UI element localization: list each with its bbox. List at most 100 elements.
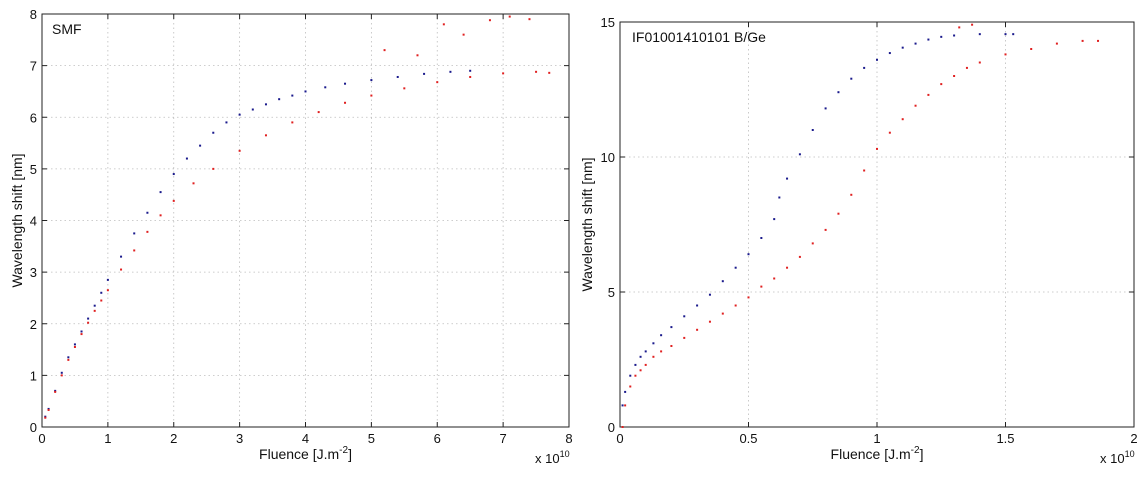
data-point xyxy=(304,90,307,93)
data-point xyxy=(291,121,294,124)
data-point xyxy=(629,385,632,388)
x-tick-label: 6 xyxy=(434,431,441,446)
x-tick-label: 0 xyxy=(38,431,45,446)
data-point xyxy=(978,33,981,36)
data-point xyxy=(436,81,439,84)
data-point xyxy=(621,404,624,407)
data-point xyxy=(370,94,373,97)
data-point xyxy=(863,66,866,69)
y-tick-label: 5 xyxy=(30,162,37,177)
data-point xyxy=(824,107,827,110)
data-point xyxy=(927,38,930,41)
data-point xyxy=(212,131,215,134)
data-point xyxy=(624,390,627,393)
x-tick-label: 2 xyxy=(170,431,177,446)
data-point xyxy=(212,167,215,170)
data-point xyxy=(1030,48,1033,50)
data-point xyxy=(811,129,814,131)
data-point xyxy=(940,35,943,38)
data-point xyxy=(423,72,426,75)
data-point xyxy=(159,191,162,194)
data-point xyxy=(901,46,904,49)
data-point xyxy=(469,69,472,72)
data-point xyxy=(624,404,627,407)
data-point xyxy=(760,285,763,288)
series-red xyxy=(621,23,1100,428)
data-point xyxy=(786,266,789,269)
data-point xyxy=(396,75,399,78)
data-point xyxy=(734,266,737,269)
y-axis-label: Wavelength shift [nm] xyxy=(579,157,595,291)
data-point xyxy=(850,193,853,196)
data-point xyxy=(80,333,83,336)
data-point xyxy=(953,75,956,77)
y-tick-label: 3 xyxy=(30,265,37,280)
data-point xyxy=(106,278,109,281)
data-point xyxy=(901,118,904,121)
data-point xyxy=(747,253,750,256)
y-tick-label: 1 xyxy=(30,368,37,383)
x-tick-label: 0.5 xyxy=(739,431,757,446)
data-point xyxy=(850,77,853,80)
data-point xyxy=(927,93,930,96)
data-point xyxy=(778,196,781,199)
x-tick-label: 1 xyxy=(104,431,111,446)
x-tick-label: 2 xyxy=(1130,431,1137,446)
data-point xyxy=(278,98,281,101)
data-point xyxy=(291,94,294,97)
data-point xyxy=(67,356,70,359)
data-point xyxy=(80,330,83,333)
data-point xyxy=(639,369,642,372)
data-point xyxy=(786,177,789,180)
data-point xyxy=(47,408,50,411)
x-tick-label: 0 xyxy=(616,431,623,446)
data-point xyxy=(734,304,737,307)
x-tick-label: 5 xyxy=(368,431,375,446)
data-point xyxy=(958,26,961,29)
data-point xyxy=(462,33,465,36)
y-tick-label: 15 xyxy=(601,15,615,30)
y-tick-label: 6 xyxy=(30,110,37,125)
data-point xyxy=(683,336,686,339)
data-point xyxy=(940,83,943,86)
series-red xyxy=(44,15,551,419)
data-point xyxy=(971,23,974,26)
data-point xyxy=(696,328,699,331)
data-point xyxy=(67,358,70,361)
data-point xyxy=(442,23,445,26)
data-point xyxy=(798,153,801,156)
panel-annotation: IF01001410101 B/Ge xyxy=(632,29,766,45)
data-point xyxy=(416,54,419,57)
data-point xyxy=(488,19,491,22)
data-point xyxy=(60,374,63,377)
data-point xyxy=(44,415,47,418)
data-point xyxy=(798,255,801,258)
y-tick-label: 4 xyxy=(30,214,37,229)
data-point xyxy=(238,113,241,116)
data-point xyxy=(120,255,123,258)
data-point xyxy=(1081,39,1084,42)
data-point xyxy=(644,363,647,366)
data-point xyxy=(324,86,327,89)
data-point xyxy=(120,268,123,271)
y-axis-label: Wavelength shift [nm] xyxy=(9,153,25,287)
data-point xyxy=(708,293,711,296)
data-point xyxy=(172,199,175,202)
data-point xyxy=(449,70,452,73)
data-point xyxy=(721,280,724,283)
data-point xyxy=(914,104,917,107)
data-point xyxy=(93,309,96,312)
smf-chart-panel: 0 1 2 3 4 5 6 7 8 0 1 2 3 4 5 6 7 8 SMF Fluence [J.m-2] x 10… xyxy=(9,7,573,466)
x-tick-label: 8 xyxy=(565,431,572,446)
data-point xyxy=(670,345,673,347)
data-point xyxy=(1004,33,1007,36)
data-point xyxy=(60,371,63,374)
data-point xyxy=(44,416,47,419)
data-point xyxy=(225,121,228,124)
data-point xyxy=(621,426,624,428)
x-tick-label: 1.5 xyxy=(996,431,1014,446)
data-point xyxy=(185,157,188,160)
data-point xyxy=(344,82,347,85)
data-point xyxy=(660,334,663,337)
